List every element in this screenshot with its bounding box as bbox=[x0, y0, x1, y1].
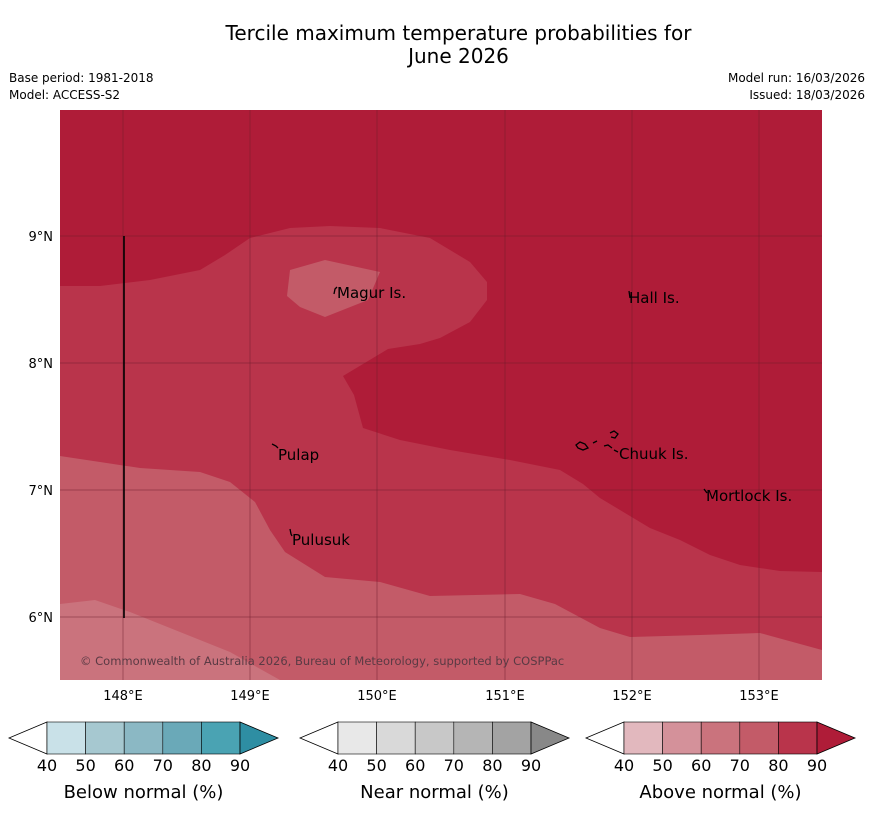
copyright-notice: © Commonwealth of Australia 2026, Bureau… bbox=[80, 654, 564, 668]
colorbar-tick-label: 50 bbox=[366, 756, 386, 775]
model-name: Model: ACCESS-S2 bbox=[9, 88, 121, 102]
colorbar-tick-label: 50 bbox=[652, 756, 672, 775]
colorbar-cell bbox=[739, 721, 779, 755]
lon-tick-label: 148°E bbox=[103, 689, 143, 704]
colorbar-cell bbox=[453, 721, 493, 755]
island-chuuk-lagoon-3 bbox=[603, 444, 613, 449]
colorbar-upper-extension bbox=[816, 721, 857, 755]
island-mortlock-mark bbox=[703, 488, 708, 494]
colorbar-cell bbox=[492, 721, 532, 755]
map-title: Tercile maximum temperature probabilitie… bbox=[0, 22, 873, 68]
colorbar-upper-extension bbox=[239, 721, 280, 755]
lat-tick-label: 9°N bbox=[29, 230, 54, 245]
colorbar-tick-label: 90 bbox=[521, 756, 541, 775]
colorbar-lower-extension bbox=[298, 721, 339, 755]
colorbar-tick-label: 70 bbox=[444, 756, 464, 775]
island-chuuk-lagoon-1 bbox=[575, 441, 590, 451]
map-canvas[interactable]: Magur Is. Hall Is. Pulap Chuuk Is. Mortl… bbox=[60, 110, 822, 680]
place-labels: Magur Is. Hall Is. Pulap Chuuk Is. Mortl… bbox=[278, 284, 792, 549]
legend-near-normal: 40 50 60 70 80 90 Near normal (%) bbox=[298, 721, 571, 803]
legend-above-normal: 40 50 60 70 80 90 Above normal (%) bbox=[584, 721, 857, 803]
island-pulap-mark bbox=[271, 443, 279, 449]
band-60-70-patch bbox=[287, 260, 380, 317]
lon-tick-label: 152°E bbox=[612, 689, 652, 704]
colorbar-tick-label: 70 bbox=[730, 756, 750, 775]
colorbar-upper-extension bbox=[530, 721, 571, 755]
base-period: Base period: 1981-2018 bbox=[9, 71, 154, 85]
lon-tick-label: 151°E bbox=[485, 689, 525, 704]
island-chuuk-lagoon-2 bbox=[592, 440, 598, 444]
colorbar-caption: Below normal (%) bbox=[64, 782, 224, 803]
island-pulusuk-mark bbox=[289, 528, 293, 537]
lat-tick-label: 6°N bbox=[29, 611, 54, 626]
lat-tick-label: 7°N bbox=[29, 484, 54, 499]
label-magur: Magur Is. bbox=[337, 284, 406, 302]
label-mortlock: Mortlock Is. bbox=[706, 487, 792, 505]
colorbar-tick-label: 40 bbox=[328, 756, 348, 775]
colorbar-caption: Near normal (%) bbox=[360, 782, 509, 803]
colorbar-tick-label: 60 bbox=[691, 756, 711, 775]
colorbar-cell bbox=[376, 721, 416, 755]
band-60-70 bbox=[60, 456, 822, 680]
colorbar-cell bbox=[201, 721, 241, 755]
legend-below-normal: 40 50 60 70 80 90 Below normal (%) bbox=[7, 721, 280, 803]
island-chuuk-lagoon-4 bbox=[609, 430, 619, 439]
colorbar-tick-label: 50 bbox=[75, 756, 95, 775]
lon-tick-label: 150°E bbox=[357, 689, 397, 704]
colorbar-cell bbox=[337, 721, 377, 755]
meta-right: Model run: 16/03/2026 Issued: 18/03/2026 bbox=[728, 70, 865, 104]
colorbar-tick-label: 80 bbox=[482, 756, 502, 775]
label-pulusuk: Pulusuk bbox=[292, 531, 350, 549]
colorbar-cell bbox=[162, 721, 202, 755]
island-chuuk-lagoon-5 bbox=[613, 449, 619, 453]
label-hall: Hall Is. bbox=[629, 289, 680, 307]
lon-tick-label: 153°E bbox=[739, 689, 779, 704]
colorbar-tick-label: 80 bbox=[768, 756, 788, 775]
colorbar-cell bbox=[414, 721, 455, 755]
colorbar-tick-label: 40 bbox=[37, 756, 57, 775]
colorbar-caption: Above normal (%) bbox=[639, 782, 801, 803]
colorbar-cell bbox=[778, 721, 818, 755]
island-magur-mark bbox=[333, 286, 338, 295]
colorbar-tick-label: 70 bbox=[153, 756, 173, 775]
colorbar-cell bbox=[662, 721, 702, 755]
lon-tick-label: 149°E bbox=[230, 689, 270, 704]
title-line-2: June 2026 bbox=[408, 44, 509, 68]
island-markers bbox=[271, 286, 708, 537]
colorbar-tick-label: 60 bbox=[114, 756, 134, 775]
lon-tick-labels: 148°E 149°E 150°E 151°E 152°E 153°E bbox=[103, 689, 779, 704]
colorbar-tick-label: 90 bbox=[807, 756, 827, 775]
colorbar-tick-label: 40 bbox=[614, 756, 634, 775]
graticule bbox=[60, 110, 822, 680]
colorbar-tick-label: 80 bbox=[191, 756, 211, 775]
colorbar-cell bbox=[85, 721, 125, 755]
island-hall-mark bbox=[628, 290, 631, 299]
colorbar-tick-label: 90 bbox=[230, 756, 250, 775]
colorbar-cell bbox=[46, 721, 86, 755]
label-chuuk: Chuuk Is. bbox=[619, 445, 688, 463]
colorbar-cell bbox=[700, 721, 741, 755]
title-line-1: Tercile maximum temperature probabilitie… bbox=[225, 21, 692, 45]
band-50-60 bbox=[60, 600, 280, 680]
colorbar-tick-label: 60 bbox=[405, 756, 425, 775]
colorbar-cell bbox=[623, 721, 663, 755]
label-pulap: Pulap bbox=[278, 446, 319, 464]
lat-tick-labels: 9°N 8°N 7°N 6°N bbox=[29, 230, 54, 626]
colorbar-lower-extension bbox=[584, 721, 625, 755]
lat-tick-label: 8°N bbox=[29, 357, 54, 372]
colorbar-cell bbox=[123, 721, 164, 755]
meta-left: Base period: 1981-2018 Model: ACCESS-S2 bbox=[9, 70, 154, 104]
colorbar-lower-extension bbox=[7, 721, 48, 755]
model-run: Model run: 16/03/2026 bbox=[727, 71, 865, 85]
issued-date: Issued: 18/03/2026 bbox=[749, 88, 865, 102]
